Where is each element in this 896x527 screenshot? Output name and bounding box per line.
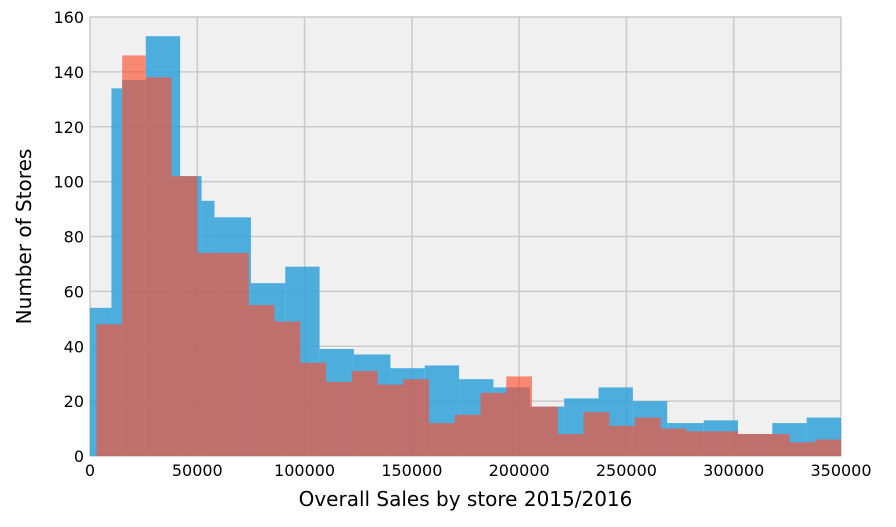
histogram-bar <box>815 439 841 456</box>
histogram-bar <box>326 381 352 456</box>
histogram-bar <box>789 442 816 456</box>
histogram-bar <box>223 252 249 456</box>
x-tick-label: 0 <box>85 461 95 480</box>
x-tick-label: 300000 <box>703 461 764 480</box>
histogram-bar <box>429 423 455 456</box>
histogram-bar <box>197 252 224 456</box>
histogram-bar <box>111 88 123 457</box>
histogram-bar <box>248 305 275 456</box>
histogram-bar <box>763 434 790 456</box>
histogram-bar <box>686 431 713 456</box>
histogram-bar <box>300 362 327 456</box>
histogram-bar <box>712 431 739 456</box>
y-axis-title: Number of Stores <box>12 149 36 325</box>
histogram-bar <box>145 77 172 457</box>
histogram-bar <box>532 406 558 456</box>
y-tick-label: 160 <box>53 8 84 27</box>
histogram-bar <box>583 412 610 456</box>
histogram-bar <box>738 434 764 456</box>
histogram-bar <box>506 376 533 456</box>
y-tick-label: 40 <box>64 337 84 356</box>
histogram-bar <box>480 392 507 456</box>
histogram-bar <box>609 425 636 456</box>
histogram-bar <box>660 428 687 456</box>
histogram-bar <box>122 55 146 456</box>
y-tick-label: 60 <box>64 282 84 301</box>
histogram-bar <box>403 379 430 456</box>
series-2-bars <box>96 55 841 457</box>
y-axis-ticks: 0 20 40 60 80 100 120 140 160 <box>53 8 84 466</box>
x-axis-title: Overall Sales by store 2015/2016 <box>299 487 633 511</box>
y-tick-label: 100 <box>53 173 84 192</box>
x-tick-label: 50000 <box>172 461 223 480</box>
x-tick-label: 150000 <box>381 461 442 480</box>
histogram-bar <box>635 417 661 456</box>
histogram-bar <box>351 370 378 456</box>
x-tick-label: 350000 <box>810 461 871 480</box>
y-tick-label: 140 <box>53 63 84 82</box>
x-tick-label: 200000 <box>489 461 550 480</box>
y-tick-label: 20 <box>64 392 84 411</box>
histogram-bar <box>557 434 584 456</box>
x-tick-label: 100000 <box>274 461 335 480</box>
x-axis-ticks: 0 50000 100000 150000 200000 250000 300000 3500… <box>85 461 872 480</box>
histogram-bar <box>96 324 123 456</box>
histogram-bar <box>171 176 198 456</box>
histogram-bar <box>274 321 301 456</box>
histogram-bar <box>377 384 404 456</box>
y-tick-label: 120 <box>53 118 84 137</box>
histogram-bars <box>90 36 841 457</box>
y-tick-label: 80 <box>64 228 84 247</box>
y-tick-label: 0 <box>74 447 84 466</box>
histogram-bar <box>454 414 481 456</box>
x-tick-label: 250000 <box>596 461 657 480</box>
